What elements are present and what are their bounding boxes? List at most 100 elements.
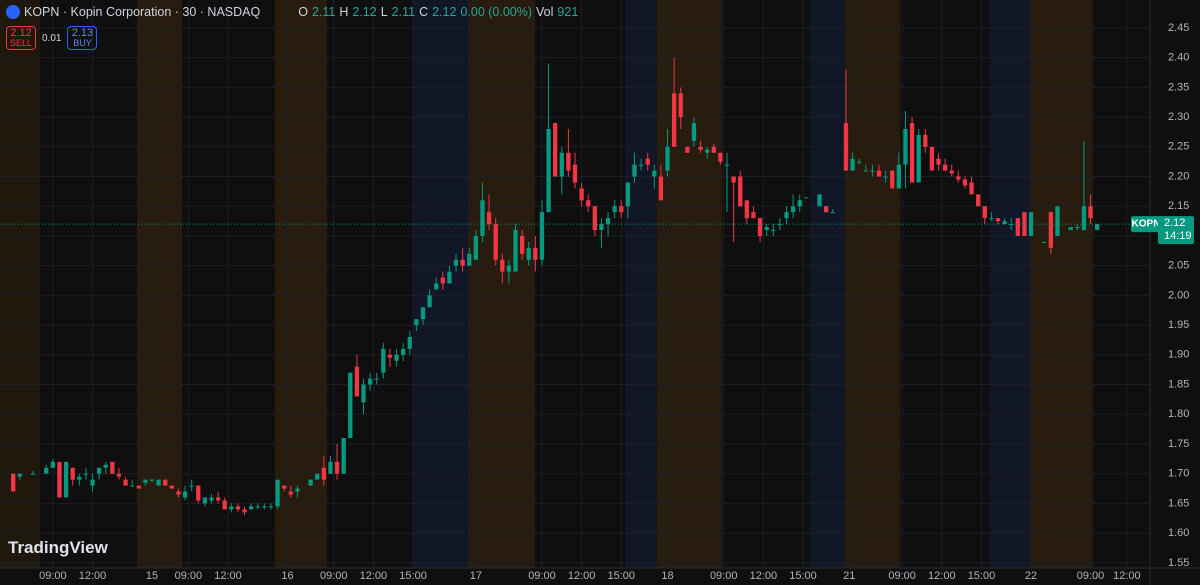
candle-body <box>103 464 108 468</box>
x-tick-label: 21 <box>843 570 855 582</box>
buy-button[interactable]: 2.13 BUY <box>67 26 98 50</box>
candle-body <box>215 497 221 501</box>
candle-body <box>751 212 756 219</box>
candle-body <box>995 218 1001 222</box>
symbol-title[interactable]: KOPN · Kopin Corporation · 30 · NASDAQ <box>24 5 261 19</box>
candle-body <box>163 479 168 486</box>
candle-body <box>348 372 353 439</box>
candle-body <box>731 176 736 183</box>
candle-body <box>883 176 888 178</box>
countdown: 14:19 <box>1164 230 1192 242</box>
candle-body <box>308 479 313 486</box>
candle-body <box>440 277 445 284</box>
candle-body <box>612 206 617 213</box>
candle-body <box>229 506 234 510</box>
candle-body <box>209 497 214 501</box>
candle-body <box>328 461 333 474</box>
ohlc-value: 2.11 <box>311 5 336 19</box>
sell-price: 2.12 <box>10 27 32 39</box>
candle-body <box>513 230 518 272</box>
candle-body <box>381 348 386 373</box>
candle-body <box>1088 206 1093 219</box>
x-tick-label: 09:00 <box>175 570 203 582</box>
candle-body <box>1094 224 1100 231</box>
candle-body <box>691 123 697 141</box>
candle-body <box>169 485 174 489</box>
price-tag-label: 2.12 <box>1164 217 1185 229</box>
x-tick-label: 12:00 <box>928 570 956 582</box>
candle-body <box>572 164 578 183</box>
candle-body <box>1042 241 1047 243</box>
ohlc-value: 2.12 <box>352 5 377 19</box>
session-band <box>468 0 535 568</box>
x-tick-label: 09:00 <box>1077 570 1105 582</box>
session-band <box>845 0 900 568</box>
candle-body <box>526 247 531 260</box>
candle-body <box>202 497 208 504</box>
candle-body <box>546 128 551 213</box>
candle-body <box>1015 218 1020 236</box>
candle-body <box>182 491 188 498</box>
y-tick-label: 2.20 <box>1168 170 1189 182</box>
x-tick-label: 12:00 <box>79 570 107 582</box>
session-band <box>413 0 468 568</box>
x-tick-label: 12:00 <box>750 570 778 582</box>
candle-body <box>460 259 465 266</box>
candle-body <box>797 200 802 207</box>
candle-body <box>711 146 716 153</box>
candle-body <box>110 461 115 474</box>
candle-body <box>44 467 49 474</box>
ohlc-label: H <box>339 5 349 19</box>
candle-body <box>909 123 915 183</box>
y-tick-label: 1.75 <box>1168 438 1189 450</box>
x-tick-label: 15:00 <box>399 570 427 582</box>
candle-body <box>1002 221 1007 225</box>
y-tick-label: 2.35 <box>1168 81 1189 93</box>
candle-body <box>473 235 479 260</box>
candle-body <box>143 479 148 483</box>
x-tick-label: 17 <box>470 570 482 582</box>
candle-body <box>790 206 796 213</box>
candle-body <box>334 461 340 474</box>
y-tick-label: 1.65 <box>1168 497 1189 509</box>
candle-body <box>698 146 703 150</box>
brand-text: TradingView <box>8 538 108 557</box>
ohlc-value: 2.12 <box>432 5 457 19</box>
candle-body <box>533 247 538 260</box>
candle-body <box>744 200 749 219</box>
candle-body <box>394 354 399 361</box>
candle-body <box>519 235 525 254</box>
candle-body <box>890 170 895 189</box>
trade-buttons: 2.12 SELL 0.01 2.13 BUY <box>6 26 98 50</box>
candle-body <box>1081 206 1087 231</box>
candle-body <box>929 146 935 171</box>
y-tick-label: 2.45 <box>1168 22 1189 34</box>
candle-body <box>70 467 75 480</box>
candle-body <box>586 200 591 207</box>
candle-body <box>903 128 908 165</box>
x-tick-label: 09:00 <box>528 570 556 582</box>
candle-body <box>724 164 730 166</box>
candle-body <box>638 164 644 166</box>
x-tick-label: 15:00 <box>607 570 635 582</box>
y-tick-label: 2.05 <box>1168 260 1189 272</box>
candle-body <box>447 271 452 284</box>
candle-body <box>407 337 412 349</box>
candle-body <box>976 194 981 207</box>
candle-body <box>30 473 36 475</box>
price-tag <box>1158 216 1194 245</box>
y-tick-label: 1.90 <box>1168 349 1189 361</box>
candle-body <box>235 506 241 510</box>
y-tick-label: 2.30 <box>1168 111 1189 123</box>
candle-body <box>288 491 293 495</box>
candle-body <box>705 149 710 153</box>
candle-body <box>1022 212 1027 236</box>
candle-body <box>665 146 670 171</box>
candle-body <box>671 93 677 147</box>
candle-body <box>923 134 928 147</box>
sell-button[interactable]: 2.12 SELL <box>6 26 36 50</box>
y-tick-label: 1.55 <box>1168 557 1189 569</box>
candle-body <box>1055 206 1060 236</box>
candle-body <box>962 179 968 186</box>
